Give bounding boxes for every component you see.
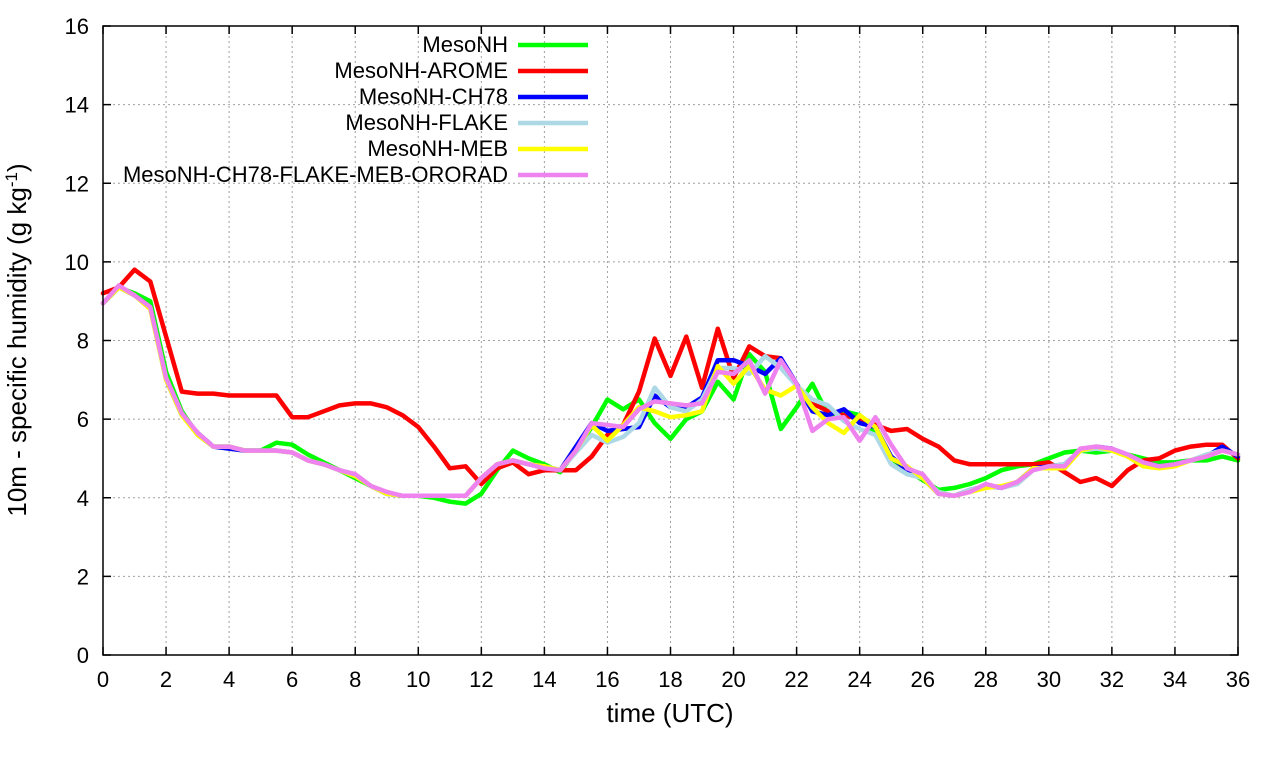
y-axis-label-main: 10m - specific humidity (g kg [2, 187, 32, 516]
x-tick-label: 16 [595, 667, 619, 692]
y-tick-label: 16 [65, 14, 89, 39]
x-tick-label: 4 [223, 667, 235, 692]
y-tick-label: 0 [77, 643, 89, 668]
series-lines [100, 267, 1241, 506]
x-tick-label: 30 [1037, 667, 1061, 692]
y-axis-label-superscript: -1 [2, 172, 21, 187]
legend-label-1: MesoNH-AROME [334, 58, 508, 83]
x-tick-label: 26 [910, 667, 934, 692]
y-tick-label: 14 [65, 93, 89, 118]
y-tick-label: 10 [65, 250, 89, 275]
y-axis-label: 10m - specific humidity (g kg-1) [2, 163, 32, 516]
series-line-1 [100, 267, 1241, 489]
legend-label-2: MesoNH-CH78 [359, 84, 508, 109]
series-line-5 [100, 283, 1241, 499]
x-tick-label: 20 [721, 667, 745, 692]
y-tick-label: 8 [77, 329, 89, 354]
x-tick-label: 36 [1226, 667, 1250, 692]
x-tick-label: 24 [847, 667, 871, 692]
x-tick-label: 14 [532, 667, 556, 692]
legend-label-3: MesoNH-FLAKE [345, 110, 508, 135]
x-tick-label: 12 [469, 667, 493, 692]
x-tick-label: 32 [1100, 667, 1124, 692]
y-tick-label: 4 [77, 486, 89, 511]
x-axis-label: time (UTC) [606, 698, 733, 728]
legend-label-5: MesoNH-CH78-FLAKE-MEB-ORORAD [123, 162, 508, 187]
legend-label-0: MesoNH [422, 32, 508, 57]
y-axis-label-end: ) [2, 163, 32, 172]
tick-labels: 0 2 4 6 8 10 12 14 16 18 20 22 24 26 28 30 32 34 360246810… [65, 14, 1251, 692]
x-tick-label: 22 [784, 667, 808, 692]
series-line-0 [100, 285, 1241, 506]
x-tick-label: 34 [1163, 667, 1187, 692]
legend: MesoNHMesoNH-AROMEMesoNH-CH78MesoNH-FLAK… [123, 32, 588, 187]
legend-label-4: MesoNH-MEB [367, 136, 508, 161]
x-tick-label: 2 [160, 667, 172, 692]
x-tick-label: 0 [97, 667, 109, 692]
y-tick-label: 6 [77, 407, 89, 432]
x-tick-label: 28 [974, 667, 998, 692]
y-tick-label: 12 [65, 171, 89, 196]
x-tick-label: 18 [658, 667, 682, 692]
x-tick-label: 8 [349, 667, 361, 692]
x-tick-label: 10 [406, 667, 430, 692]
x-tick-label: 6 [286, 667, 298, 692]
grid [103, 26, 1238, 655]
y-tick-label: 2 [77, 564, 89, 589]
